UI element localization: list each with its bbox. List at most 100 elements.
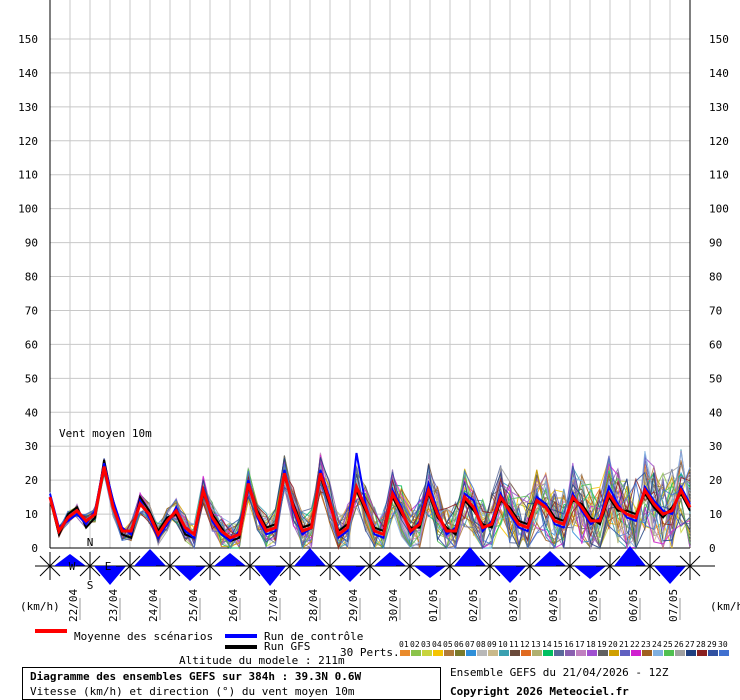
y-tick-label-right: 130 [709,101,729,114]
y-unit-right: (km/h) [710,600,740,613]
compass-s: S [87,579,94,592]
perturbation-id: 06 [454,640,464,649]
direction-wedge [454,547,486,566]
y-tick-label-right: 10 [709,508,722,521]
y-tick-label-right: 70 [709,304,722,317]
wind-rose-icon [276,552,304,580]
perturbation-id: 25 [663,640,673,649]
perturbation-color-swatch [400,650,410,656]
perturbation-color-swatch [510,650,520,656]
mean-line [48,466,692,540]
direction-wedge [294,548,326,566]
legend-mean-label: Moyenne des scénarios [74,630,214,643]
x-date-labels: 22/04 23/04 24/04 25/04 26/04 27/04 28/04 29/04… [67,589,681,622]
y-tick-label-left: 60 [25,338,38,351]
info-box: Diagramme des ensembles GEFS sur 384h : … [22,667,441,700]
y-tick-label-left: 10 [25,508,38,521]
perturbation-color-swatch [422,650,432,656]
wind-rose-ray [199,555,221,577]
wind-rose-ray [39,555,61,577]
x-date-label: 03/05 [507,589,520,622]
wind-rose-ray [319,555,341,577]
y-tick-label-left: 150 [18,33,38,46]
y-tick-label-right: 110 [709,169,729,182]
perturbation-color-swatch [444,650,454,656]
main-series-lines [48,452,692,543]
wind-rose-icon [36,552,64,580]
x-date-label: 07/05 [667,589,680,622]
wind-rose-ray [239,555,261,577]
info-subtitle: Vitesse (km/h) et direction (°) du vent … [30,685,355,698]
perturbation-color-swatch [664,650,674,656]
direction-wedge [214,553,246,566]
direction-wedge [654,566,686,584]
compass-e: E [105,560,112,573]
perturbation-color-swatch [554,650,564,656]
legend-altitude: Altitude du modele : 211m [179,654,345,667]
perturbation-id: 21 [619,640,629,649]
perturbation-color-swatch [686,650,696,656]
perturbation-color-swatch [499,650,509,656]
perturbation-color-swatch [488,650,498,656]
perturbation-id: 01 [399,640,409,649]
perturbation-id: 30 [718,640,728,649]
x-date-label: 26/04 [227,589,240,622]
x-date-label: 04/05 [547,589,560,622]
info-title: Diagramme des ensembles GEFS sur 384h : … [30,670,362,683]
y-tick-label-right: 0 [709,542,716,555]
x-date-label: 28/04 [307,589,320,622]
wind-rose-ray [439,555,461,577]
perturbation-id: 07 [465,640,475,649]
legend-control-label: Run de contrôle [264,630,364,643]
x-date-label: 23/04 [107,589,120,622]
y-tick-label-right: 90 [709,237,722,250]
y-tick-label-right: 150 [709,33,729,46]
wind-rose-ray [279,555,301,577]
y-tick-label-left: 120 [18,135,38,148]
direction-wedge [374,552,406,566]
y-tick-label-left: 40 [25,406,38,419]
y-tick-labels: 0 0 10 10 20 20 30 30 40 40 50 50 60 60 70 70 80 80 90 90 10… [18,33,729,555]
y-tick-label-left: 130 [18,101,38,114]
direction-wedge [254,566,286,586]
y-tick-label-right: 30 [709,440,722,453]
perturbation-color-swatch [565,650,575,656]
legend-mean-swatch [35,629,67,633]
wind-rose-ray [519,555,541,577]
perturbation-color-swatch [697,650,707,656]
perturbation-color-swatch [532,650,542,656]
perturbation-color-swatch [477,650,487,656]
y-tick-label-right: 60 [709,338,722,351]
perturbation-id: 22 [630,640,640,649]
perturbation-color-swatch [411,650,421,656]
legend-control-swatch [225,634,257,638]
x-date-label: 06/05 [627,589,640,622]
y-tick-label-left: 100 [18,203,38,216]
direction-wedge [94,566,126,585]
x-date-label: 05/05 [587,589,600,622]
perturbation-id: 10 [498,640,508,649]
perturbation-id: 03 [421,640,431,649]
direction-wedge [334,566,366,582]
wind-rose-icon [196,552,224,580]
perturbation-color-swatch [466,650,476,656]
x-date-label: 22/04 [67,589,80,622]
wind-rose-icon [316,552,344,580]
perturbation-id: 12 [520,640,530,649]
y-tick-label-left: 110 [18,169,38,182]
perturbation-color-swatch [609,650,619,656]
perturbation-color-swatch [675,650,685,656]
wind-rose-icon [676,552,704,580]
x-date-label: 01/05 [427,589,440,622]
y-tick-label-right: 40 [709,406,722,419]
wind-rose-ray [599,555,621,577]
wind-rose-ray [79,555,101,577]
x-date-label: 02/05 [467,589,480,622]
wind-rose-icon [596,552,624,580]
perturbation-id: 15 [553,640,563,649]
perturbation-id: 28 [696,640,706,649]
x-date-label: 30/04 [387,589,400,622]
y-tick-label-right: 20 [709,474,722,487]
perturbation-id: 24 [652,640,662,649]
x-date-label: 29/04 [347,589,360,622]
